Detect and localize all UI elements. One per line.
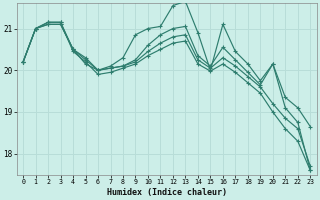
X-axis label: Humidex (Indice chaleur): Humidex (Indice chaleur) — [107, 188, 227, 197]
